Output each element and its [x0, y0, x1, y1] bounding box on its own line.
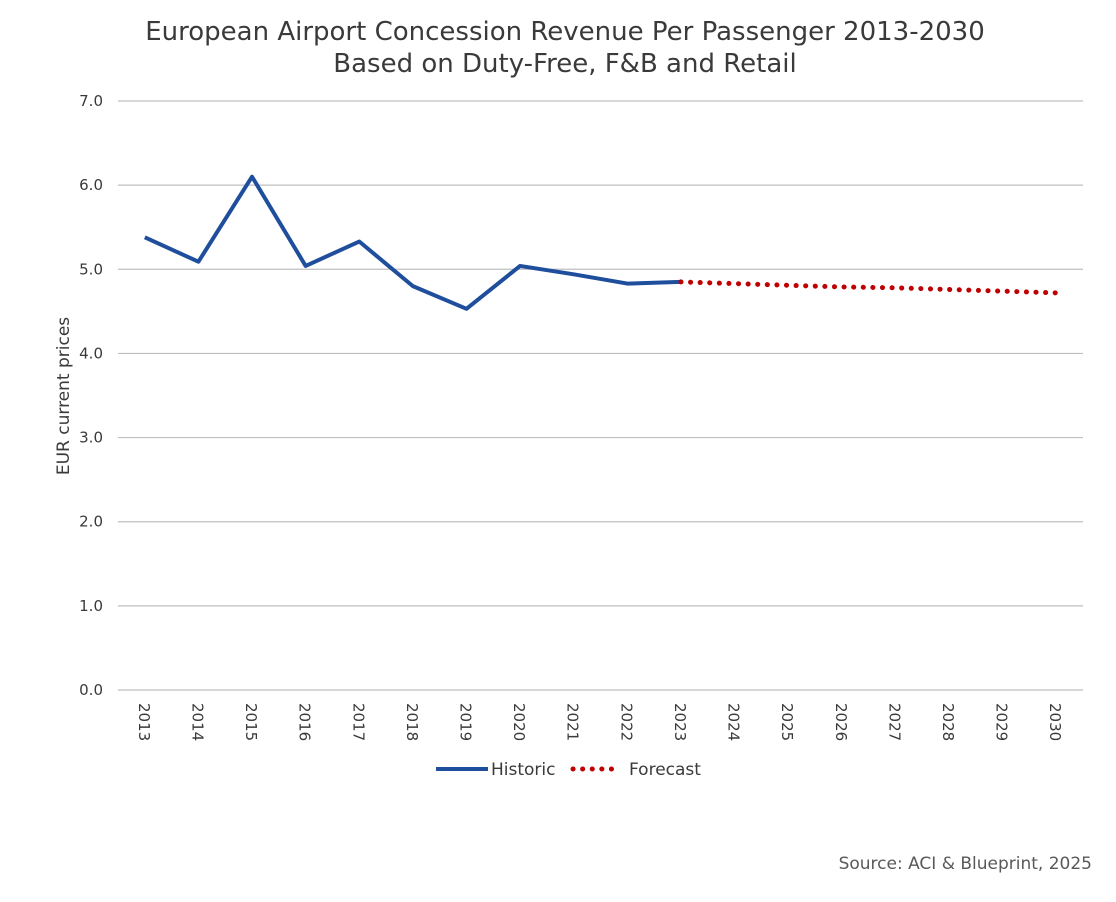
x-tick-label: 2028: [939, 703, 957, 741]
data-point-historic: [520, 265, 521, 266]
x-tick-labels: 2013 2014 2015 2016 2017 2018 2019 2020 2021 2022…: [135, 703, 1064, 741]
y-axis-title: EUR current prices: [54, 317, 74, 475]
data-point-historic: [573, 274, 574, 275]
source-note: Source: ACI & Blueprint, 2025: [839, 854, 1092, 874]
data-point-forecast: [734, 283, 735, 284]
data-point-historic: [198, 261, 199, 262]
x-tick-label: 2027: [885, 703, 903, 741]
x-tick-label: 2026: [832, 703, 850, 741]
x-tick-label: 2015: [242, 703, 260, 741]
data-point-historic: [466, 308, 467, 309]
series-layer: [143, 174, 1059, 311]
x-tick-label: 2025: [778, 703, 796, 741]
x-tick-label: 2013: [135, 703, 153, 741]
y-tick-label: 5.0: [79, 260, 103, 278]
data-point-forecast: [895, 287, 896, 288]
x-tick-label: 2020: [510, 703, 528, 741]
legend-forecast-label: Forecast: [629, 760, 701, 780]
series-line-forecast: [678, 279, 1059, 296]
data-point-historic: [252, 176, 253, 177]
chart-title-line-1: European Airport Concession Revenue Per …: [145, 17, 985, 47]
data-point-forecast: [1002, 291, 1003, 292]
data-point-historic: [359, 241, 360, 242]
legend-historic-label: Historic: [491, 760, 556, 780]
gridlines: [118, 100, 1083, 691]
chart-title-line-2: Based on Duty-Free, F&B and Retail: [333, 49, 796, 79]
data-point-forecast: [841, 286, 842, 287]
y-tick-label: 2.0: [79, 513, 103, 531]
legend: Historic Forecast: [436, 760, 701, 780]
series-line-historic: [143, 174, 681, 311]
data-point-forecast: [680, 281, 681, 282]
data-point-historic: [144, 237, 145, 238]
y-tick-label: 1.0: [79, 597, 103, 615]
data-point-forecast: [788, 285, 789, 286]
y-tick-label: 6.0: [79, 176, 103, 194]
x-tick-label: 2014: [188, 703, 206, 741]
x-tick-label: 2022: [617, 703, 635, 741]
x-tick-label: 2023: [671, 703, 689, 741]
data-point-forecast: [1056, 292, 1057, 293]
y-tick-label: 7.0: [79, 92, 103, 110]
x-tick-label: 2018: [403, 703, 421, 741]
chart-title: European Airport Concession Revenue Per …: [145, 17, 985, 79]
data-point-historic: [627, 283, 628, 284]
y-tick-label: 3.0: [79, 429, 103, 447]
y-tick-label: 0.0: [79, 681, 103, 699]
data-point-forecast: [948, 289, 949, 290]
data-point-historic: [412, 286, 413, 287]
x-tick-label: 2029: [993, 703, 1011, 741]
y-tick-labels: 0.0 1.0 2.0 3.0 4.0 5.0 6.0 7.0: [79, 92, 103, 699]
x-tick-label: 2024: [725, 703, 743, 741]
x-tick-label: 2021: [564, 703, 582, 741]
y-tick-label: 4.0: [79, 344, 103, 362]
x-tick-label: 2016: [296, 703, 314, 741]
x-tick-label: 2019: [456, 703, 474, 741]
data-point-historic: [305, 265, 306, 266]
x-tick-label: 2030: [1046, 703, 1064, 741]
x-tick-label: 2017: [349, 703, 367, 741]
